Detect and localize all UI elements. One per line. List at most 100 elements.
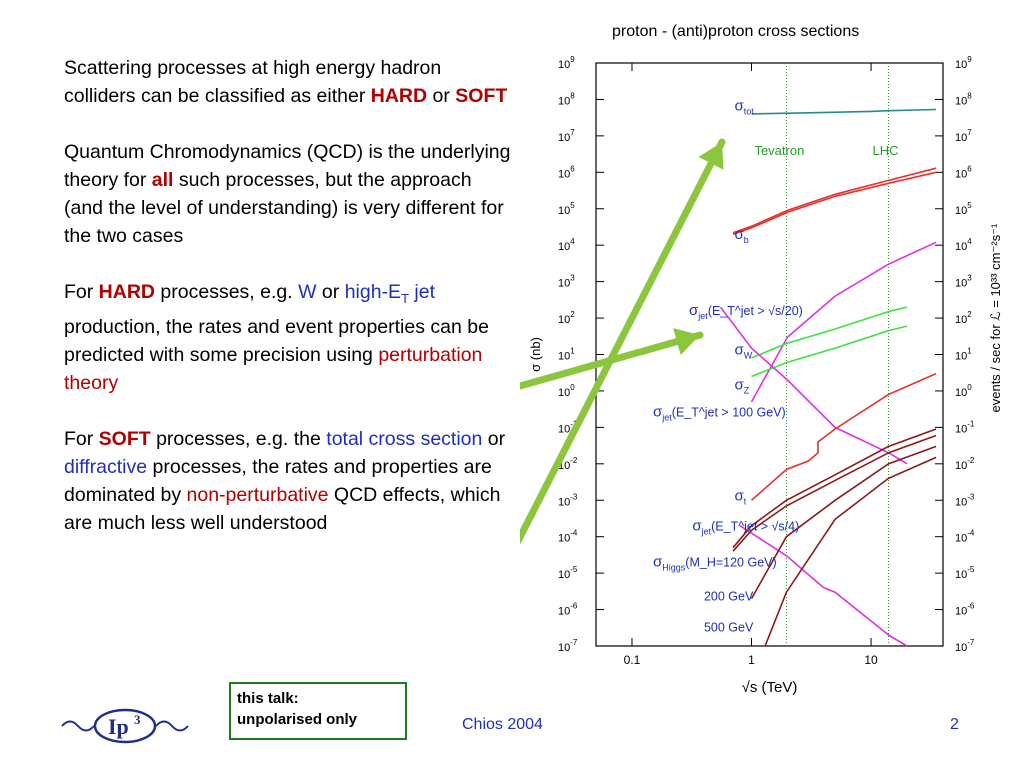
- y-tick-label-right: 10-6: [955, 602, 975, 618]
- y-tick-label-right: 106: [955, 164, 972, 180]
- y-tick-label-left: 102: [558, 310, 575, 326]
- note-line-2: unpolarised only: [237, 711, 358, 728]
- y-tick-label-left: 107: [558, 128, 575, 144]
- jet-term: jet: [409, 281, 436, 303]
- y-axis-label: σ (nb): [528, 337, 543, 372]
- y-tick-label-right: 109: [955, 55, 972, 71]
- text: or: [316, 281, 345, 303]
- arrow-to-total-head: [698, 142, 724, 170]
- y-tick-label-left: 10-3: [558, 492, 578, 508]
- soft-keyword: SOFT: [455, 85, 508, 107]
- y-tick-label-left: 10-5: [558, 565, 578, 581]
- collider-label: LHC: [873, 143, 899, 158]
- curve-label: 200 GeV: [704, 589, 754, 603]
- paragraph-qcd: Quantum Chromodynamics (QCD) is the unde…: [64, 138, 514, 250]
- collider-label: Tevatron: [754, 143, 804, 158]
- text: processes, e.g. the: [150, 427, 327, 450]
- y-tick-label-left: 100: [558, 383, 575, 399]
- y-tick-label-right: 10-1: [955, 419, 975, 435]
- cross-section-plot: proton - (anti)proton cross sections 109 1…: [520, 0, 1024, 700]
- x-tick-label: 0.1: [624, 653, 641, 667]
- y-tick-label-right: 10-4: [955, 529, 975, 545]
- high-et-term: high-E: [344, 281, 402, 303]
- y-tick-label-right: 105: [955, 201, 972, 217]
- paragraph-classification: Scattering processes at high energy hadr…: [64, 54, 514, 110]
- note-line-1: this talk:: [237, 690, 299, 707]
- note-box: this talk: unpolarised only: [229, 682, 407, 740]
- y-tick-label-left: 108: [558, 91, 575, 107]
- series-b2: [732, 167, 937, 234]
- text: or: [482, 427, 506, 450]
- curve-label: σtot: [734, 97, 754, 116]
- y-tick-label-left: 105: [558, 201, 575, 217]
- ip3-logo: Ip 3: [61, 708, 189, 744]
- series-jet4: [739, 525, 908, 647]
- y-tick-label-right: 104: [955, 237, 972, 253]
- y-tick-label-right: 102: [955, 310, 972, 326]
- chart-title: proton - (anti)proton cross sections: [612, 23, 859, 40]
- series-higgs200: [750, 445, 937, 599]
- all-keyword: all: [151, 169, 174, 191]
- text: such processes, but the approach (and th…: [64, 169, 504, 247]
- text: For: [64, 427, 99, 450]
- text: processes, the rates and properties are …: [64, 455, 492, 506]
- curve-label: 500 GeV: [704, 621, 754, 635]
- y-tick-label-right: 10-2: [955, 456, 975, 472]
- arrow-to-jet: [520, 331, 704, 390]
- y-tick-label-right: 101: [955, 347, 972, 363]
- series-w: [751, 306, 908, 359]
- slide-text: Scattering processes at high energy hadr…: [64, 54, 514, 565]
- series-jet20: [750, 241, 937, 403]
- perturbation-theory-term: perturbation theory: [64, 343, 483, 394]
- text: For: [64, 281, 99, 303]
- text: or: [427, 85, 456, 107]
- series-higgs500: [764, 456, 937, 647]
- paragraph-hard: For HARD processes, e.g. W or high-ET je…: [64, 278, 514, 397]
- y-tick-label-right: 10-3: [955, 492, 975, 508]
- logo-text: Ip: [108, 714, 129, 739]
- curve-label: σjet(E_T^jet > √s/4): [692, 517, 799, 536]
- y-tick-label-left: 104: [558, 237, 575, 253]
- y-tick-label-right: 103: [955, 274, 972, 290]
- diffractive-term: diffractive: [64, 455, 148, 478]
- w-term: W: [298, 281, 317, 303]
- arrow-to-total: [520, 138, 726, 545]
- text: Quantum Chromodynamics (QCD) is the unde…: [64, 141, 511, 191]
- total-cross-section-term: total cross section: [326, 427, 483, 450]
- t-subscript: T: [401, 290, 410, 306]
- series-z: [751, 325, 908, 378]
- y-tick-label-right: 107: [955, 128, 972, 144]
- curve-label: σb: [734, 226, 748, 245]
- curve-label: σZ: [734, 376, 749, 395]
- y-tick-label-right: 10-7: [955, 638, 975, 654]
- curve-label: σjet(E_T^jet > 100 GeV): [653, 403, 786, 422]
- text: production, the rates and event properti…: [64, 315, 489, 366]
- hard-keyword: HARD: [98, 281, 156, 303]
- y-tick-label-right: 10-5: [955, 565, 975, 581]
- series-jet100: [719, 306, 908, 465]
- y-tick-label-left: 106: [558, 164, 575, 180]
- curve-label: σHiggs(M_H=120 GeV): [653, 554, 777, 573]
- y-tick-label-right: 100: [955, 383, 972, 399]
- text: Scattering processes at high energy hadr…: [64, 57, 442, 107]
- series-higgs120: [732, 428, 937, 549]
- y-tick-label-left: 10-7: [558, 638, 578, 654]
- curve-label: σW: [734, 342, 752, 361]
- plot-svg: proton - (anti)proton cross sections 109 1…: [520, 23, 1003, 696]
- x-tick-label: 1: [748, 653, 755, 667]
- logo-superscript: 3: [134, 712, 141, 727]
- page-number: 2: [950, 716, 959, 733]
- y-tick-label-left: 103: [558, 274, 575, 290]
- x-tick-label: 10: [864, 653, 878, 667]
- hard-keyword: HARD: [370, 85, 428, 107]
- arrow-to-jet-head: [673, 328, 700, 356]
- curve-label: σt: [734, 487, 746, 506]
- soft-keyword: SOFT: [98, 427, 151, 450]
- y-tick-label-left: 109: [558, 55, 575, 71]
- x-axis-label: √s (TeV): [742, 679, 798, 696]
- text: processes, e.g.: [155, 281, 299, 303]
- series-tot: [751, 108, 937, 115]
- y-tick-label-right: 108: [955, 91, 972, 107]
- text: QCD effects, which are much less well un…: [64, 483, 501, 534]
- y-axis-label-right: events / sec for ℒ = 10³³ cm⁻²s⁻¹: [988, 223, 1003, 413]
